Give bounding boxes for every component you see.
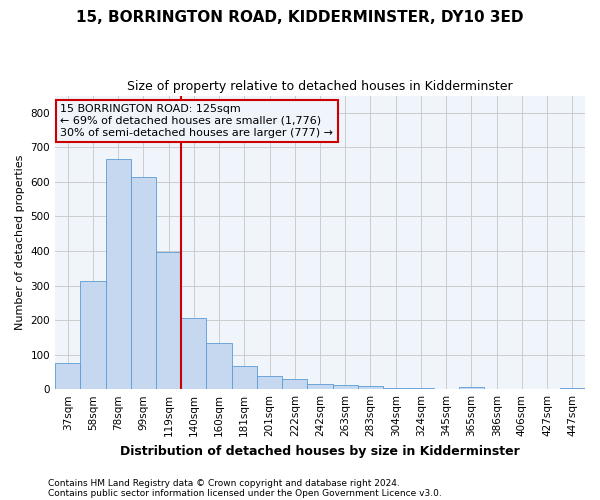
Bar [409,388,434,389]
Bar [106,160,131,389]
Bar [80,282,106,389]
Title: Size of property relative to detached houses in Kidderminster: Size of property relative to detached ho… [127,80,513,93]
Bar [282,379,307,389]
Text: 15, BORRINGTON ROAD, KIDDERMINSTER, DY10 3ED: 15, BORRINGTON ROAD, KIDDERMINSTER, DY10… [76,10,524,25]
Text: 15 BORRINGTON ROAD: 125sqm
← 69% of detached houses are smaller (1,776)
30% of s: 15 BORRINGTON ROAD: 125sqm ← 69% of deta… [61,104,334,138]
Bar [332,385,358,389]
Y-axis label: Number of detached properties: Number of detached properties [15,154,25,330]
Bar [232,366,257,389]
X-axis label: Distribution of detached houses by size in Kidderminster: Distribution of detached houses by size … [120,444,520,458]
Bar [358,386,383,389]
Bar [459,388,484,389]
Text: Contains HM Land Registry data © Crown copyright and database right 2024.: Contains HM Land Registry data © Crown c… [48,478,400,488]
Bar [307,384,332,389]
Bar [206,343,232,389]
Bar [156,252,181,389]
Bar [257,376,282,389]
Bar [181,318,206,389]
Text: Contains public sector information licensed under the Open Government Licence v3: Contains public sector information licen… [48,488,442,498]
Bar [131,176,156,389]
Bar [560,388,585,389]
Bar [55,364,80,389]
Bar [383,388,409,389]
